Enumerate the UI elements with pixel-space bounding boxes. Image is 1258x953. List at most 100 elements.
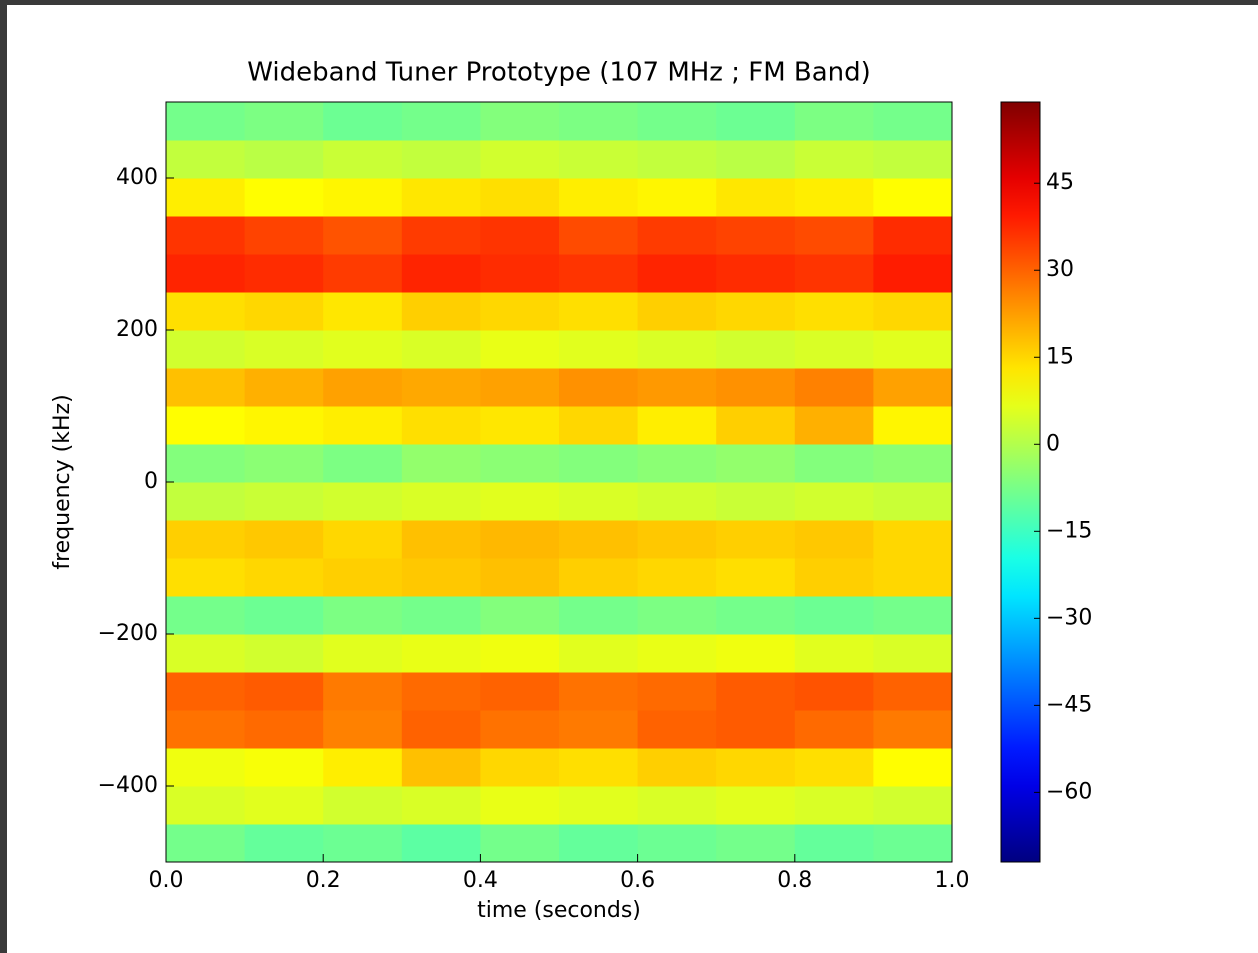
- heat-cell: [794, 330, 874, 369]
- heat-cell: [873, 216, 953, 255]
- heat-cell: [716, 748, 796, 787]
- y-tick-label: −200: [98, 621, 158, 646]
- heat-cell: [716, 824, 796, 863]
- heat-cell: [873, 406, 953, 445]
- heat-cell: [244, 520, 324, 559]
- heat-cell: [794, 444, 874, 483]
- heat-cell: [873, 482, 953, 521]
- heat-cell: [637, 672, 717, 711]
- heat-cell: [323, 482, 403, 521]
- heat-cell: [794, 216, 874, 255]
- heat-cell: [244, 292, 324, 331]
- heat-cell: [244, 216, 324, 255]
- heat-cell: [559, 368, 639, 407]
- heat-cell: [323, 254, 403, 293]
- heat-cell: [637, 254, 717, 293]
- heat-cell: [323, 444, 403, 483]
- heat-cell: [480, 482, 560, 521]
- heat-cell: [637, 216, 717, 255]
- heat-cell: [559, 444, 639, 483]
- heat-cell: [637, 368, 717, 407]
- heat-cell: [873, 672, 953, 711]
- x-tick-label: 0.2: [306, 868, 341, 893]
- y-tick-label: −400: [98, 773, 158, 798]
- chart-title: Wideband Tuner Prototype (107 MHz ; FM B…: [247, 58, 871, 88]
- colorbar-tick-label: −45: [1046, 692, 1092, 717]
- heat-cell: [716, 102, 796, 141]
- heat-cell: [794, 748, 874, 787]
- heat-cell: [166, 178, 246, 217]
- heat-cell: [401, 178, 481, 217]
- heat-cell: [716, 254, 796, 293]
- colorbar-tick-label: 30: [1046, 257, 1074, 282]
- heat-cell: [401, 482, 481, 521]
- heat-cell: [559, 178, 639, 217]
- heat-cell: [637, 634, 717, 673]
- heat-cell: [480, 254, 560, 293]
- heat-cell: [244, 672, 324, 711]
- heat-cell: [401, 406, 481, 445]
- heat-cell: [323, 292, 403, 331]
- heat-cell: [559, 140, 639, 179]
- colorbar-tick-label: −15: [1046, 518, 1092, 543]
- heat-cell: [480, 406, 560, 445]
- heat-cell: [637, 102, 717, 141]
- heat-cell: [637, 178, 717, 217]
- heat-cell: [480, 102, 560, 141]
- heat-cell: [401, 558, 481, 597]
- heat-cell: [559, 292, 639, 331]
- heat-cell: [480, 824, 560, 863]
- heat-cell: [716, 216, 796, 255]
- heat-cell: [480, 368, 560, 407]
- heat-cell: [559, 102, 639, 141]
- heat-cell: [873, 558, 953, 597]
- heat-cell: [323, 178, 403, 217]
- heat-cell: [716, 482, 796, 521]
- heat-cell: [794, 102, 874, 141]
- heat-cell: [166, 824, 246, 863]
- heat-cell: [166, 672, 246, 711]
- heat-cell: [323, 140, 403, 179]
- heat-cell: [794, 672, 874, 711]
- heat-cell: [480, 710, 560, 749]
- heat-cell: [166, 710, 246, 749]
- heat-cell: [716, 330, 796, 369]
- heat-cell: [637, 292, 717, 331]
- heat-cell: [166, 292, 246, 331]
- heat-cell: [480, 216, 560, 255]
- heat-cell: [244, 330, 324, 369]
- heat-cell: [716, 140, 796, 179]
- heat-cell: [244, 140, 324, 179]
- heat-cell: [794, 558, 874, 597]
- y-tick-label: 400: [116, 165, 158, 190]
- heat-cell: [716, 634, 796, 673]
- x-tick-label: 0.8: [777, 868, 812, 893]
- heat-cell: [637, 520, 717, 559]
- heat-cell: [873, 254, 953, 293]
- heat-cell: [637, 824, 717, 863]
- heat-cell: [559, 216, 639, 255]
- heat-cell: [401, 710, 481, 749]
- heat-cell: [480, 520, 560, 559]
- heat-cell: [559, 520, 639, 559]
- heat-cell: [166, 596, 246, 635]
- heat-cell: [794, 482, 874, 521]
- heat-cell: [480, 786, 560, 825]
- x-tick-label: 0.4: [463, 868, 498, 893]
- heat-cell: [401, 368, 481, 407]
- heat-cell: [716, 292, 796, 331]
- heat-cell: [323, 786, 403, 825]
- heat-cell: [244, 178, 324, 217]
- heat-cell: [559, 710, 639, 749]
- heat-cell: [716, 672, 796, 711]
- heat-cell: [637, 710, 717, 749]
- heat-cell: [794, 634, 874, 673]
- heat-cell: [637, 444, 717, 483]
- heat-cell: [401, 748, 481, 787]
- heat-cell: [559, 482, 639, 521]
- heat-cell: [559, 596, 639, 635]
- heat-cell: [323, 406, 403, 445]
- heat-cell: [323, 558, 403, 597]
- heat-cell: [716, 710, 796, 749]
